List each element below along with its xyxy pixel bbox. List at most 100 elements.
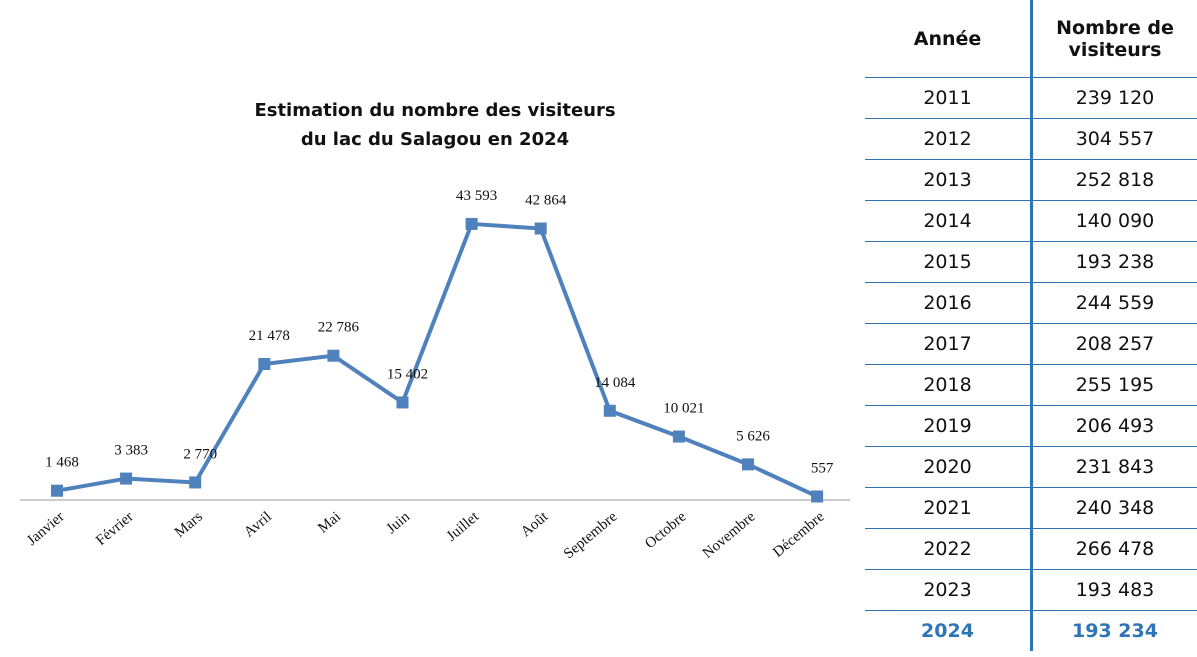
table-cell: 193 483 [1031,569,1197,611]
cell-text: 2022 [923,538,972,560]
table-cell: 231 843 [1031,446,1197,488]
table-row: 2019 206 493 [865,405,1197,447]
line [56,221,818,499]
table-cell: 266 478 [1031,528,1197,570]
data-label: 15 402 [387,366,428,382]
x-tick-label: Novembre [700,509,759,562]
marker [811,490,824,503]
x-tick-label: Avril [241,509,275,541]
table-cell: 2011 [865,77,1033,119]
x-tick-label: Décembre [770,509,828,561]
x-tick-label: Octobre [642,509,690,553]
marker [603,404,616,417]
data-label: 557 [811,460,834,476]
data-label: 2 770 [183,446,217,462]
cell-text: 266 478 [1075,538,1155,560]
table-cell: 2020 [865,446,1033,488]
cell-text: 2024 [921,620,974,642]
table-row: 2024 193 234 [865,610,1197,652]
cell-text: 239 120 [1075,87,1155,109]
x-tick-label: Janvier [24,509,67,549]
table-cell: 2013 [865,159,1033,201]
marker [672,430,685,443]
x-tick-label: Mars [172,509,206,541]
chart: 1 468 3 383 2 770 21 478 22 786 15 402 43 593 4… [20,188,850,563]
table-cell: 2021 [865,487,1033,529]
cell-text: 140 090 [1075,210,1155,232]
table-cell: 193 238 [1031,241,1197,283]
table-cell: 2012 [865,118,1033,160]
table-row: 2023 193 483 [865,569,1197,611]
chart-title: Estimation du nombre des visiteurs du la… [254,100,616,150]
cell-text: Nombre de visiteurs [1056,16,1174,61]
table-cell: 2014 [865,200,1033,242]
cell-text: 2016 [923,292,972,314]
cell-text: 240 348 [1075,497,1155,519]
data-label: 43 593 [456,188,497,204]
table-cell: 193 234 [1032,611,1197,652]
marker [51,484,63,497]
table-cell: 2018 [865,364,1033,406]
table-cell: 2016 [865,282,1033,324]
data-label: 22 786 [318,320,360,336]
cell-text: 2023 [923,579,972,601]
table-cell: 140 090 [1031,200,1197,242]
cell-text: 231 843 [1075,456,1155,478]
table-cell: 239 120 [1031,77,1197,119]
table-cell: 304 557 [1031,118,1197,160]
table-cell: 2015 [865,241,1033,283]
table-row: 2011 239 120 [865,77,1197,119]
table-row: 2018 255 195 [865,364,1197,406]
x-tick-label: Août [518,508,552,540]
data-label: 42 864 [525,193,567,209]
marker [396,396,409,409]
header-row: Année Nombre de visiteurs [865,0,1197,78]
cell-text: 252 818 [1075,169,1155,191]
table-cell: 255 195 [1031,364,1197,406]
table-cell: 244 559 [1031,282,1197,324]
cell-text: 2013 [923,169,972,191]
data-label: 10 021 [663,401,704,417]
marker [742,458,754,471]
cell-text: 208 257 [1075,333,1155,355]
table-cell: 240 348 [1031,487,1197,529]
table-row: 2017 208 257 [865,323,1197,365]
cell-text: 2011 [923,87,972,109]
marker [465,217,478,230]
cell-text: 2019 [923,415,972,437]
data-label: 5 626 [736,428,770,444]
cell-text: 244 559 [1075,292,1155,314]
marker [534,222,547,235]
table-cell: 2024 [865,610,1033,651]
cell-text: 2021 [923,497,972,519]
table-cell: 206 493 [1031,405,1197,447]
cell-text: 2018 [923,374,972,396]
table-row: 2021 240 348 [865,487,1197,529]
data-label: 1 468 [45,455,79,471]
x-tick-label: Septembre [561,509,621,563]
cell-text: 2014 [923,210,972,232]
table-cell: 2022 [865,528,1033,570]
marker [258,357,271,370]
cell-text: Année [913,27,982,50]
data-label: 14 084 [594,375,636,391]
table-row: 2014 140 090 [865,200,1197,242]
x-tick-label: Juillet [444,508,483,544]
table-row: 2022 266 478 [865,528,1197,570]
cell-text: 2015 [923,251,972,273]
cell-text: 2020 [923,456,972,478]
cell-text: 2017 [923,333,972,355]
data-label: 21 478 [249,328,290,344]
data-label: 3 383 [114,443,148,459]
cell-text: 304 557 [1075,128,1155,150]
table-cell: 2023 [865,569,1033,611]
table-cell: 2017 [865,323,1033,365]
marker [189,476,202,489]
table-cell: 252 818 [1031,159,1197,201]
header-cell: Nombre de visiteurs [1031,0,1197,78]
table-row: 2016 244 559 [865,282,1197,324]
table-cell: 208 257 [1031,323,1197,365]
table-row: 2013 252 818 [865,159,1197,201]
table-cell: 2019 [865,405,1033,447]
marker [327,349,340,362]
